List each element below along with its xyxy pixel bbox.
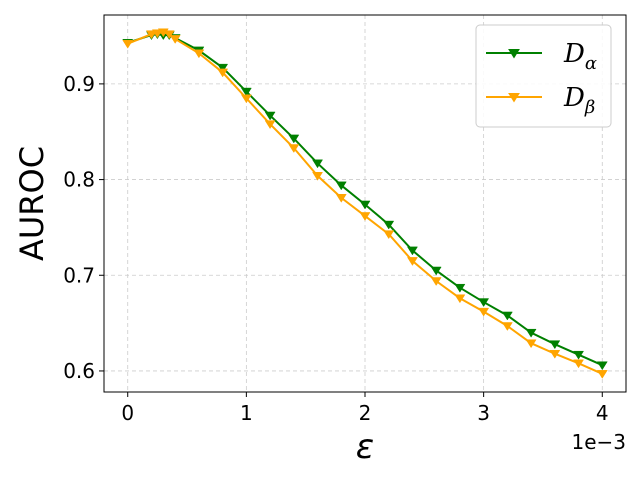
- data-point: [335, 194, 347, 203]
- data-point: [383, 230, 395, 240]
- data-point: [264, 111, 276, 121]
- legend-marker: [508, 49, 520, 59]
- x-tick-label: 2: [359, 401, 372, 425]
- x-tick-label: 4: [596, 401, 609, 425]
- ticks: 0 1 2 3 4 0.6 0.7 0.8 0.9: [63, 72, 608, 425]
- data-point: [407, 246, 418, 256]
- x-axis-label: ε: [356, 427, 374, 467]
- x-tick-label: 0: [121, 401, 134, 425]
- series-1: [122, 28, 608, 379]
- data-point: [240, 87, 252, 97]
- data-point: [335, 181, 347, 191]
- data-point: [312, 172, 323, 181]
- legend-label: Dα: [563, 39, 597, 74]
- data-point: [430, 277, 442, 286]
- series-layer: [122, 28, 608, 379]
- data-point: [383, 220, 395, 230]
- data-point: [525, 328, 537, 338]
- data-point: [288, 144, 300, 153]
- data-point: [549, 340, 561, 350]
- data-point: [501, 322, 513, 331]
- legend-marker: [508, 93, 520, 103]
- legend: Dα Dβ: [475, 24, 612, 128]
- data-point: [596, 370, 608, 379]
- data-point: [359, 200, 371, 210]
- x-tick-label: 3: [477, 401, 490, 425]
- data-point: [549, 349, 561, 359]
- data-point: [407, 257, 418, 266]
- data-point: [454, 294, 466, 304]
- data-point: [193, 49, 205, 59]
- data-point: [122, 39, 134, 49]
- y-tick-label: 0.8: [63, 168, 95, 192]
- data-point: [573, 350, 584, 360]
- data-point: [596, 361, 608, 371]
- data-point: [240, 94, 252, 104]
- x-axis-offset-label: 1e−3: [571, 430, 626, 454]
- y-tick-label: 0.7: [63, 263, 95, 287]
- data-point: [454, 283, 466, 293]
- data-point: [264, 120, 276, 130]
- data-point: [525, 339, 537, 349]
- data-point: [163, 30, 175, 40]
- y-tick-label: 0.9: [63, 72, 95, 96]
- data-point: [169, 35, 181, 44]
- data-point: [430, 266, 442, 276]
- data-point: [501, 311, 513, 321]
- data-point: [217, 63, 229, 73]
- data-point: [573, 359, 584, 369]
- data-point: [288, 134, 300, 144]
- legend-label: Dβ: [563, 83, 595, 118]
- y-tick-label: 0.6: [63, 359, 95, 383]
- x-tick-label: 1: [240, 401, 253, 425]
- data-point: [478, 298, 490, 308]
- y-axis-label: AUROC: [13, 146, 51, 261]
- data-point: [478, 307, 490, 317]
- data-point: [359, 212, 371, 221]
- data-point: [312, 159, 323, 169]
- data-point: [217, 68, 229, 78]
